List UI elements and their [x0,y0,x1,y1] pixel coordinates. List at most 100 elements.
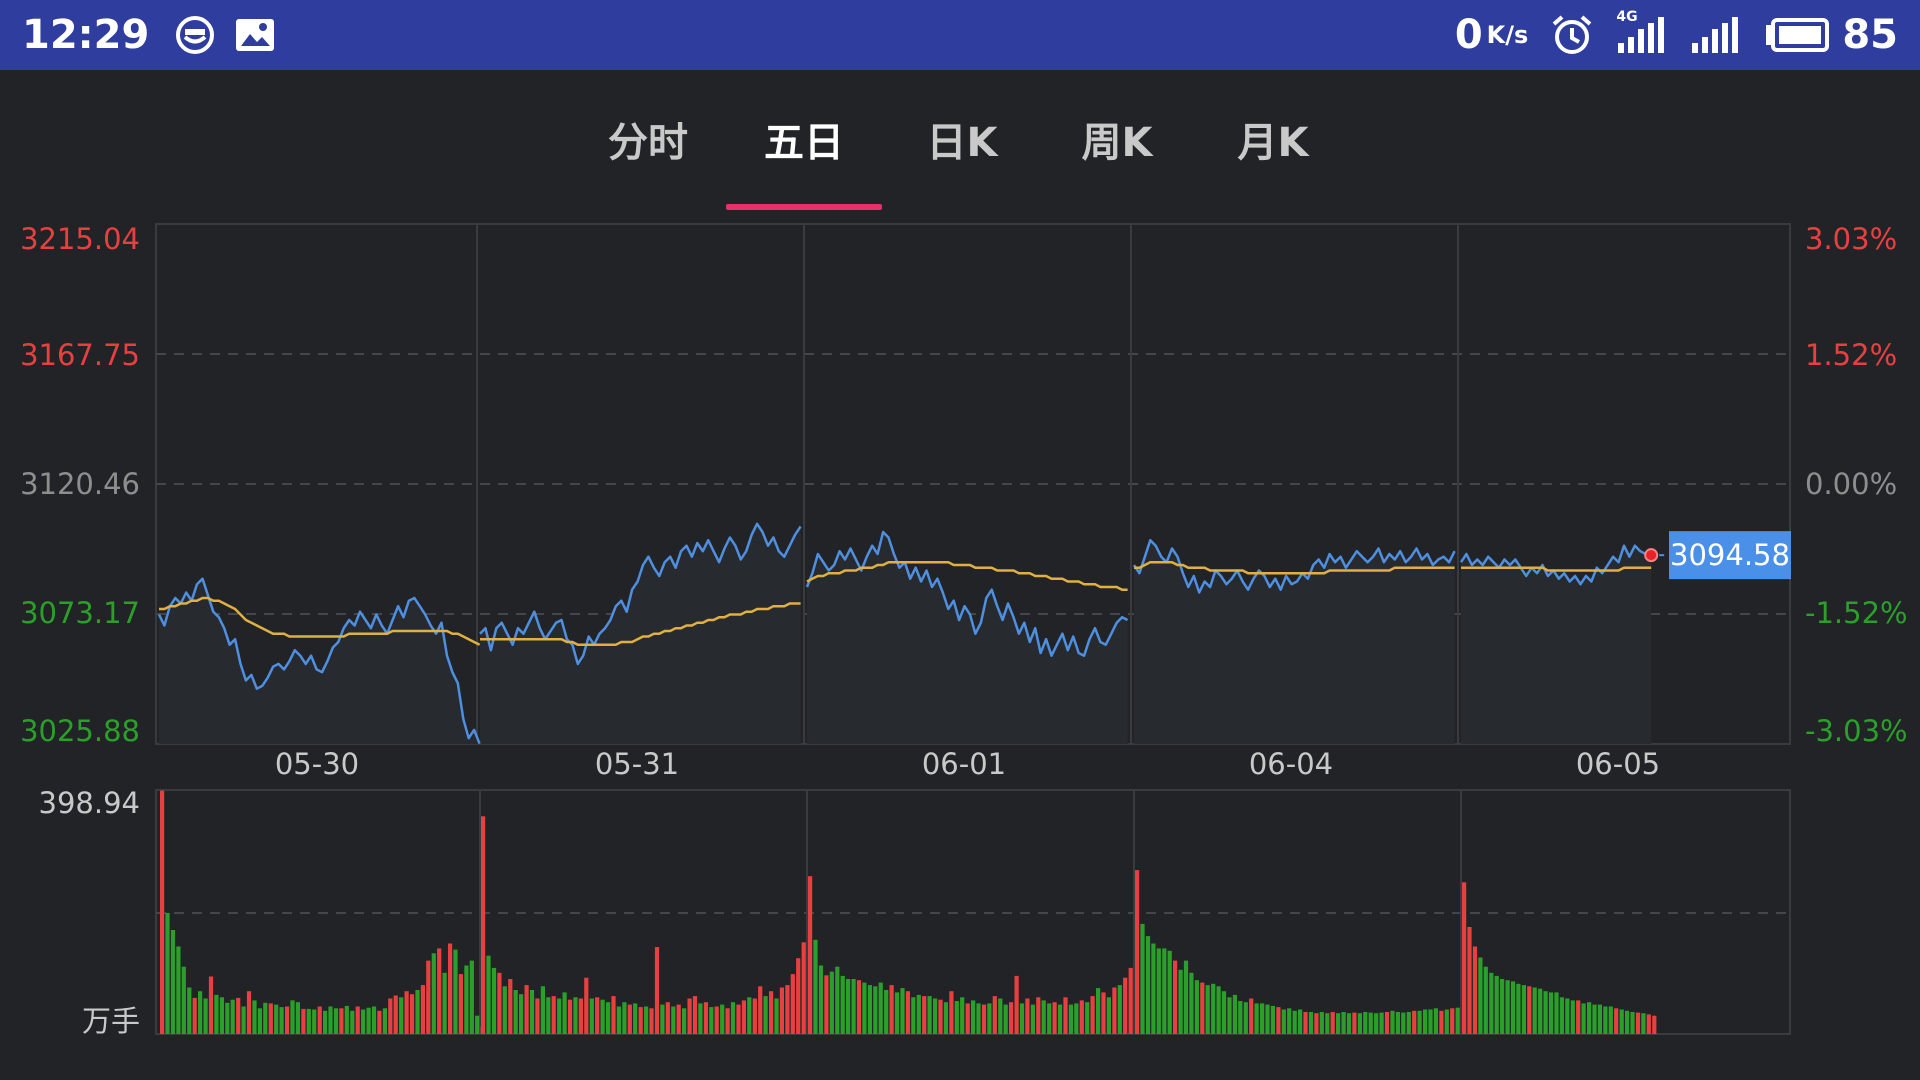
volume-bar [431,953,436,1034]
volume-bar [1450,1008,1455,1034]
volume-bar [274,1004,279,1034]
y-tick-label: 3120.46 [20,467,140,501]
volume-bar [687,998,692,1034]
volume-bar [1205,985,1210,1034]
tab-daily-k[interactable]: 日K [926,120,998,166]
battery-icon [1764,17,1830,53]
volume-bar [1652,1015,1657,1034]
volume-bar [1260,1003,1265,1034]
average-price-line [806,560,1128,591]
volume-bar [1096,988,1101,1034]
volume-bar [1444,1009,1449,1034]
volume-bar [1052,1002,1057,1034]
volume-bar [1417,1010,1422,1034]
volume-bar [1063,997,1068,1034]
volume-bar [1390,1010,1395,1034]
tab-weekly-k[interactable]: 周K [1081,120,1153,166]
volume-bar [1510,981,1516,1034]
volume-bar [263,1002,268,1034]
volume-bar [1106,997,1111,1034]
volume-bar [1014,975,1019,1034]
volume-bar [1527,986,1532,1034]
volume-bar [442,972,447,1034]
y-tick-label: 3167.75 [20,338,140,372]
volume-bar [252,1000,257,1034]
current-price-label: 3094.58 [1670,538,1790,572]
volume-bar [170,930,176,1034]
volume-bar [916,994,921,1034]
volume-bar [1401,1012,1406,1034]
volume-bar [1200,982,1205,1034]
tab-monthly-k[interactable]: 月K [1237,120,1309,166]
volume-bar [818,965,824,1034]
volume-bar [938,999,943,1034]
volume-bar [486,955,491,1034]
volume-bar [763,996,768,1034]
average-price-line [159,596,481,646]
volume-bar [1608,1006,1613,1034]
current-price-dot [1644,548,1659,563]
volume-bar [1276,1007,1281,1034]
volume-bar [835,966,840,1034]
volume-bar [1117,985,1122,1034]
volume-bar [769,991,774,1034]
volume-bar [1478,957,1483,1034]
volume-bar [1384,1012,1390,1034]
active-tab-indicator [726,204,882,210]
volume-bar [709,1007,714,1034]
volume-bar [943,1002,948,1034]
volume-bar [1030,1004,1035,1034]
volume-bar [301,1008,306,1034]
volume-bar [987,1003,992,1034]
volume-bar [1090,996,1095,1034]
volume-bar [437,948,442,1034]
volume-bar [181,966,186,1034]
volume-bar [1216,986,1221,1034]
volume-bar [873,986,878,1034]
volume-bar [1641,1013,1646,1034]
volume-bar [720,1004,725,1034]
volume-bar [933,998,938,1034]
volume-bar [388,998,393,1034]
volume-bar [1483,966,1488,1034]
volume-bar [1428,1009,1433,1034]
volume-bar [1319,1012,1324,1034]
volume-bar [813,939,818,1034]
volume-bar [1630,1012,1635,1034]
volume-bar [1019,1003,1025,1034]
volume-bar [927,996,932,1034]
volume-bar [758,986,763,1034]
volume-bar [1041,1000,1046,1034]
volume-bar [584,977,589,1034]
volume-bar [1270,1005,1275,1034]
volume-bar [725,1008,730,1034]
volume-bar [840,975,845,1034]
signal-icon [1690,15,1742,55]
volume-bar [285,1006,290,1034]
volume-bar [736,1004,741,1034]
volume-bar [192,997,197,1034]
face-icon [173,13,217,57]
pct-tick-label: -1.52% [1805,596,1908,630]
volume-bar [595,997,600,1034]
pct-tick-label: 1.52% [1805,338,1897,372]
volume-bar [198,991,203,1034]
date-label: 06-01 [922,747,1006,781]
volume-bar [1281,1009,1286,1034]
volume-bar [703,1002,708,1034]
volume-bar [1346,1013,1352,1034]
volume-bar [371,1006,377,1034]
volume-bar [1635,1012,1641,1034]
volume-bar [1287,1008,1292,1034]
volume-bar [1467,927,1472,1034]
volume-bar [1314,1013,1319,1034]
volume-bar [187,987,192,1034]
volume-bar [1548,992,1554,1034]
volume-bar [1189,972,1194,1034]
volume-bar [160,790,165,1034]
tab-intraday[interactable]: 分时 [608,120,688,166]
volume-bar [774,998,779,1034]
volume-bar [567,999,573,1034]
tab-five-day[interactable]: 五日 [764,120,844,166]
